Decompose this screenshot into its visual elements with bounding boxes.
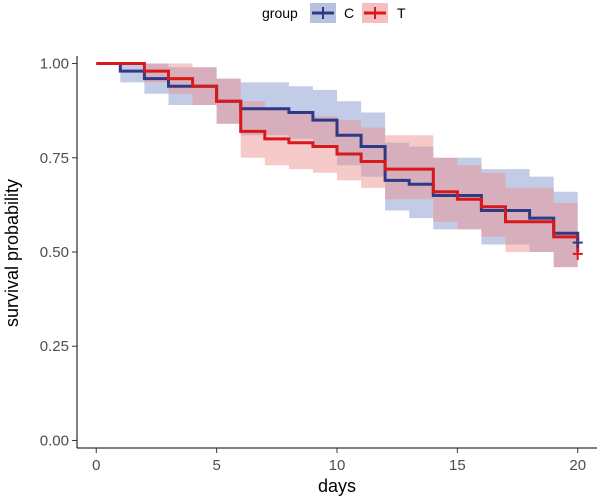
confidence-bands [96,63,578,268]
x-axis-title: days [318,476,356,496]
legend-key-c [310,3,336,23]
censor-mark-c [572,236,583,249]
censor-mark-t [572,247,583,260]
y-tick-label: 0.00 [40,432,69,449]
y-tick-label: 1.00 [40,56,69,73]
legend-label-c: C [344,5,354,21]
x-tick-label: 20 [569,457,586,474]
y-axis-title: survival probability [2,179,22,327]
x-tick-label: 0 [92,457,100,474]
x-tick-label: 15 [449,457,466,474]
legend: group C T [262,3,406,23]
confidence-band-c [96,63,578,268]
y-tick-label: 0.25 [40,338,69,355]
survival-line-t [96,62,580,252]
y-tick-label: 0.50 [40,244,69,261]
censor-marks [572,236,583,260]
survival-line-c [96,62,580,241]
survival-curves [96,62,580,252]
y-axis-ticks: 0.00 0.25 0.50 0.75 1.00 [40,56,77,449]
legend-key-t [362,3,388,23]
legend-title: group [262,5,298,21]
x-tick-label: 5 [212,457,220,474]
confidence-band-t [96,63,578,268]
legend-label-t: T [397,5,406,21]
y-tick-label: 0.75 [40,150,69,167]
x-tick-label: 10 [329,457,346,474]
x-axis-ticks: 0 5 10 15 20 [92,448,586,474]
